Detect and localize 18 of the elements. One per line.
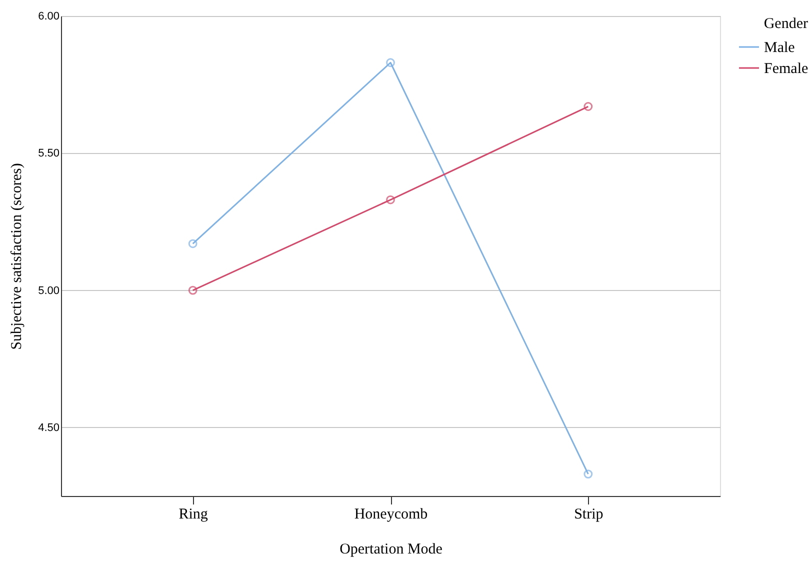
legend-label: Male [764, 40, 796, 56]
point [386, 195, 395, 204]
point [188, 286, 198, 295]
y-tick-label: 6.00 [38, 10, 60, 22]
point [386, 58, 395, 68]
y-tick-label: 5.00 [38, 284, 60, 297]
legend-label: Female [764, 61, 808, 77]
x-tick-label: Honeycomb [354, 506, 428, 522]
y-tick-label: 4.50 [38, 422, 60, 434]
legend-title: Gender [764, 16, 808, 32]
point [584, 470, 593, 479]
point [188, 239, 198, 248]
x-tick-label: Strip [574, 506, 604, 522]
x-axis-title: Opertation Mode [340, 542, 443, 558]
y-tick-label: 5.50 [38, 148, 60, 160]
x-tick-label: Ring [178, 506, 208, 522]
y-axis-title: Subjective satisfaction (scores) [9, 163, 26, 350]
point [584, 102, 593, 111]
